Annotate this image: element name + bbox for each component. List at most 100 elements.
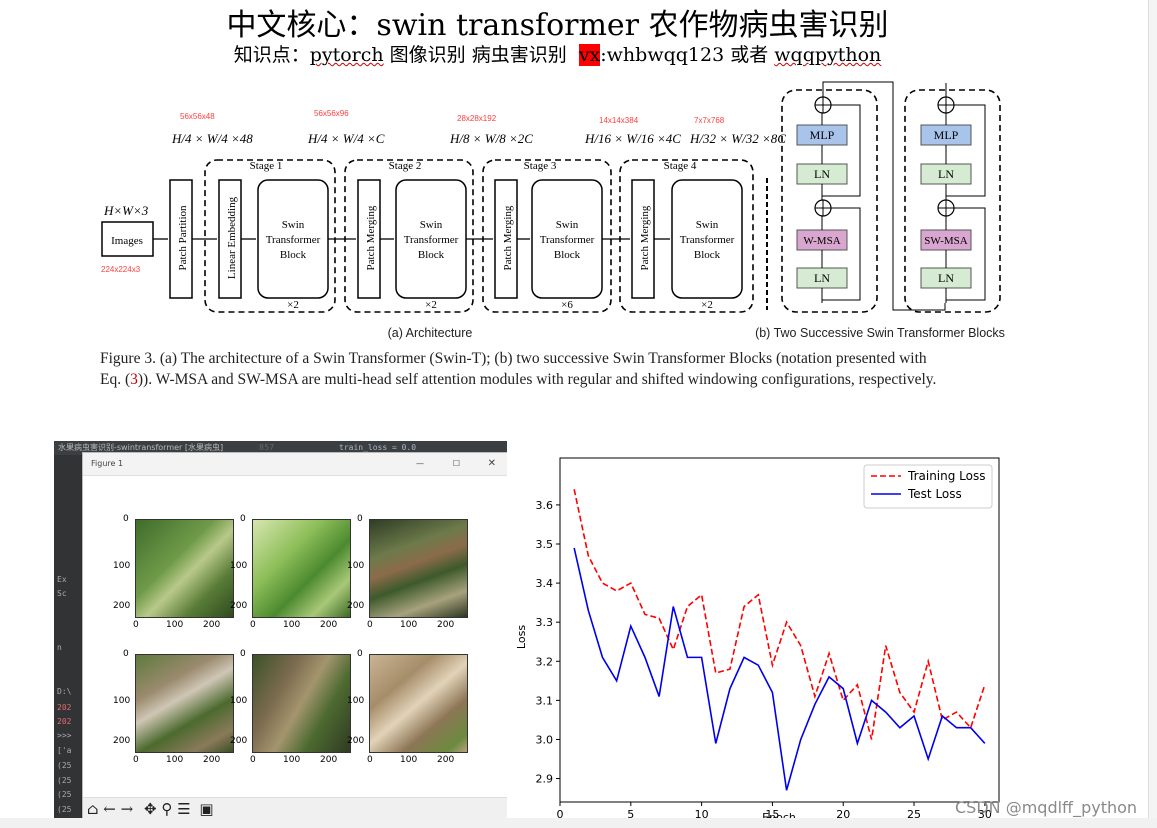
svg-text:LN: LN (938, 167, 954, 181)
training-loss-line (573, 489, 986, 740)
maximize-button[interactable]: ☐ (452, 459, 460, 468)
svg-text:Transformer: Transformer (540, 234, 595, 246)
svg-text:LN: LN (938, 271, 954, 285)
y-tick-label: 3.6 (536, 499, 554, 512)
leaf-image-5 (252, 654, 351, 753)
subtitle-vx: vx (578, 44, 601, 66)
matplotlib-titlebar: Figure 1 — ☐ ✕ (83, 453, 507, 476)
leaf-image-2 (252, 519, 351, 618)
stage-2-label: Stage 2 (389, 160, 422, 172)
annot-red-5: 7x7x768 (694, 116, 725, 125)
annot-red-1: 56x56x48 (180, 112, 215, 121)
svg-text:LN: LN (814, 271, 830, 285)
arch-caption: (a) Architecture (388, 326, 473, 340)
svg-text:Swin: Swin (282, 219, 305, 231)
y-tick-label: 3.4 (536, 577, 554, 590)
matplotlib-window: Figure 1 — ☐ ✕ 0 100 200 0 100 200 0 100… (82, 452, 507, 819)
svg-text:Block: Block (418, 249, 445, 261)
svg-text:Patch Merging: Patch Merging (365, 205, 377, 270)
forward-icon[interactable]: → (120, 800, 134, 818)
subtitle-id: :whbwqq123 或者 (600, 44, 775, 66)
images-label: Images (111, 235, 143, 247)
stage-2-box (344, 159, 474, 313)
y-tick-label: 3.3 (536, 616, 554, 629)
svg-text:W-MSA: W-MSA (803, 235, 840, 247)
svg-text:Swin: Swin (556, 219, 579, 231)
matplotlib-toolbar: ⌂ ← → ✥ ⚲ ☰ ▣ (83, 797, 507, 819)
legend-test: Test Loss (907, 487, 962, 501)
page-title: 中文核心：swin transformer 农作物病虫害识别 (226, 8, 889, 43)
ide-line-no: 857 (259, 443, 275, 452)
test-loss-line (573, 547, 986, 791)
repeat-1: ×2 (287, 299, 299, 311)
image-grid: 0 100 200 0 100 200 0 100 200 0 100 200 … (83, 477, 507, 797)
y-tick-label: 3.5 (536, 538, 554, 551)
svg-text:Block: Block (280, 249, 307, 261)
stage-4-box (619, 159, 754, 313)
legend-training: Training Loss (907, 469, 985, 483)
svg-text:Patch Merging: Patch Merging (639, 205, 651, 270)
dim-1: H/4 × W/4 ×48 (171, 131, 253, 146)
repeat-4: ×2 (701, 299, 713, 311)
subtitle-middle: 图像识别 病虫害识别 (383, 44, 573, 66)
loss-chart-svg: 0 5 10 15 20 25 30 2.9 3.0 3.1 3.2 3.3 3.4 3.5 3.6 Los… (515, 457, 1000, 824)
csdn-watermark: CSDN @mqdlff_python (955, 798, 1138, 817)
svg-text:SW-MSA: SW-MSA (924, 235, 967, 247)
leaf-image-3 (369, 519, 468, 618)
close-button[interactable]: ✕ (487, 458, 496, 469)
blocks-caption: (b) Two Successive Swin Transformer Bloc… (755, 326, 1005, 340)
svg-text:Swin: Swin (420, 219, 443, 231)
annot-red-4: 14x14x384 (599, 116, 639, 125)
y-tick-label: 3.0 (536, 733, 554, 746)
stage-3-box (482, 159, 612, 313)
images-box (101, 221, 154, 257)
home-icon[interactable]: ⌂ (87, 800, 99, 818)
zoom-icon[interactable]: ⚲ (161, 800, 173, 818)
caption-line-2: Eq. (3)). W-MSA and SW-MSA are multi-hea… (100, 371, 937, 388)
minimize-button[interactable]: — (416, 459, 424, 468)
figure-title: Figure 1 (91, 459, 124, 468)
figure-caption: Figure 3. (a) The architecture of a Swin… (100, 348, 1020, 390)
dim-5: H/32 × W/32 ×8C (689, 131, 786, 146)
x-tick-label: 0 (557, 808, 564, 821)
y-tick-label: 2.9 (536, 773, 554, 786)
caption-line-1: Figure 3. (a) The architecture of a Swin… (100, 350, 927, 367)
configure-icon[interactable]: ☰ (177, 800, 191, 818)
stage-1-label: Stage 1 (250, 160, 283, 172)
ide-sidebar: Ex Sc n D:\ 202 202 >>> ['a (25 (25 (25 … (54, 455, 81, 819)
x-tick-label: 30 (978, 808, 992, 821)
caption-ref[interactable]: 3 (130, 371, 138, 388)
subtitle-prefix: 知识点： (233, 44, 310, 66)
dim-2: H/4 × W/4 ×C (307, 131, 385, 146)
y-axis-label: Loss (515, 625, 528, 649)
stage-3-label: Stage 3 (524, 160, 557, 172)
svg-text:Swin: Swin (696, 219, 719, 231)
ide-topbar: 水果病虫害识别-swintransformer [水果病虫] 857 train… (54, 441, 507, 455)
patch-partition-label: Patch Partition (177, 205, 189, 271)
leaf-image-6 (369, 654, 468, 753)
annot-red-3: 28x28x192 (457, 114, 497, 123)
swin-block-4 (671, 179, 743, 299)
stage-1-box (204, 159, 336, 313)
block-b-right (904, 89, 1001, 313)
bottom-bar (0, 818, 1157, 828)
scrollbar[interactable] (1148, 0, 1157, 828)
back-icon[interactable]: ← (103, 800, 116, 818)
leaf-image-1 (135, 519, 234, 618)
subtitle-pytorch: pytorch (309, 44, 384, 66)
dim-4: H/16 × W/16 ×4C (584, 131, 681, 146)
repeat-2: ×2 (425, 299, 437, 311)
linear-embedding-label: Linear Embedding (226, 196, 238, 279)
ide-project-title: 水果病虫害识别-swintransformer [水果病虫] (58, 443, 224, 452)
svg-text:Block: Block (554, 249, 581, 261)
svg-text:Block: Block (694, 249, 721, 261)
y-tick-label: 3.2 (536, 655, 554, 668)
svg-text:LN: LN (814, 167, 830, 181)
x-tick-label: 5 (627, 808, 634, 821)
svg-text:MLP: MLP (934, 128, 959, 142)
pan-icon[interactable]: ✥ (143, 800, 157, 818)
save-icon[interactable]: ▣ (199, 800, 214, 818)
svg-text:Patch Merging: Patch Merging (502, 205, 514, 270)
block-b-left (781, 89, 878, 313)
dim-3: H/8 × W/8 ×2C (449, 131, 533, 146)
